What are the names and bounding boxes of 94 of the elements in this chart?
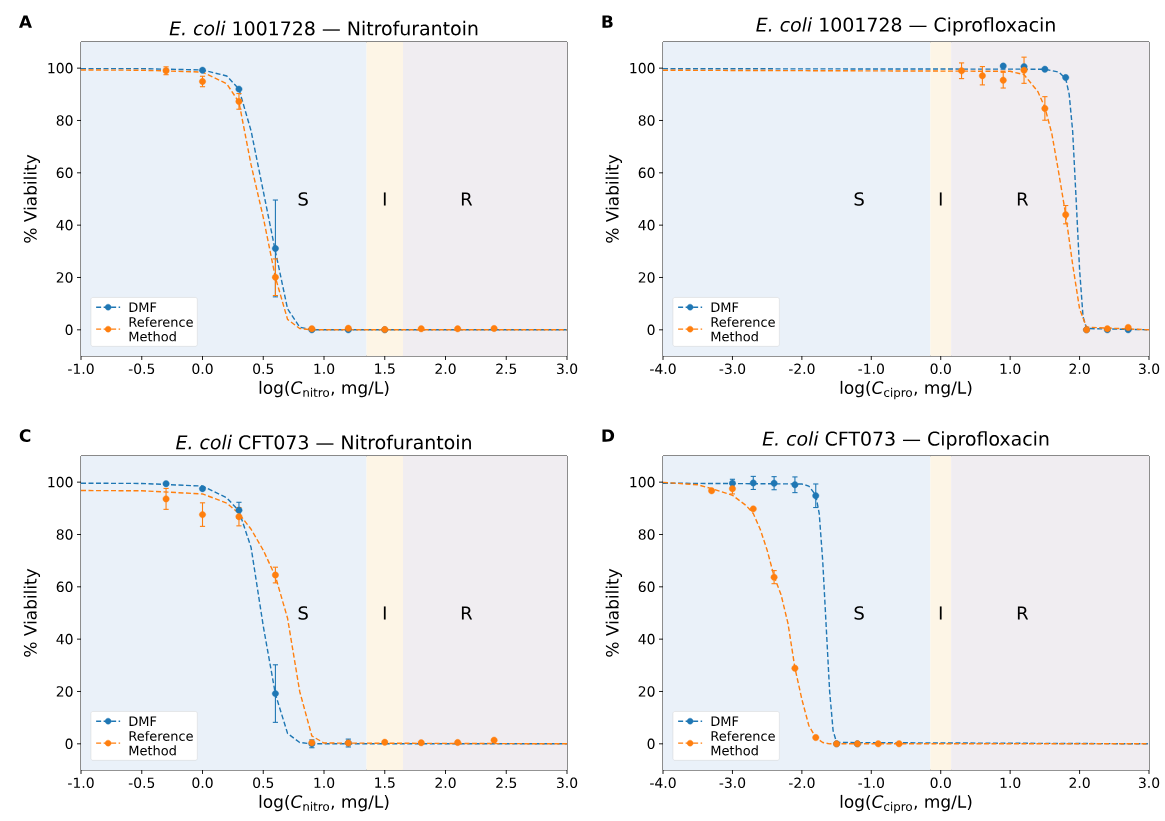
x-tick-label: -2.0 — [788, 363, 815, 375]
y-tick-label: 20 — [56, 272, 73, 283]
y-tick-label: 40 — [638, 219, 655, 231]
x-tick-label: 1.0 — [1000, 777, 1021, 789]
legend-label: Reference Method — [711, 730, 775, 756]
x-axis-title: log(C$_{nitro}$, mg/L) — [259, 380, 389, 398]
x-tick-label: -4.0 — [650, 777, 676, 789]
x-tick-label: -1.0 — [68, 777, 94, 789]
x-tick-label: 0.0 — [192, 363, 213, 375]
x-tick-label: 2.0 — [1069, 363, 1090, 375]
band-label: S — [854, 606, 864, 620]
chart-title: E. coli CFT073 — Nitrofurantoin — [176, 434, 471, 450]
y-tick-label: 20 — [638, 686, 655, 697]
x-tick-label: -1.0 — [858, 363, 884, 375]
y-tick-label: 100 — [630, 62, 655, 74]
y-tick-label: 40 — [56, 219, 73, 231]
legend-label: DMF — [129, 302, 157, 312]
x-tick-label: 0.0 — [192, 777, 213, 789]
x-tick-label: 0.5 — [253, 363, 274, 375]
legend-label: DMF — [129, 716, 157, 726]
band-label: I — [383, 192, 386, 206]
y-tick-label: 0 — [647, 738, 655, 750]
x-tick-label: -1.0 — [68, 363, 94, 375]
x-tick-label: 0.0 — [930, 363, 951, 375]
x-tick-label: 2.5 — [496, 777, 517, 789]
x-axis-title: log(C$_{nitro}$, mg/L) — [259, 794, 389, 812]
text: A — [19, 15, 32, 28]
y-tick-label: 80 — [56, 115, 73, 126]
y-tick-label: 20 — [638, 272, 655, 283]
x-tick-label: -3.0 — [719, 777, 746, 789]
x-tick-label: -0.5 — [128, 363, 155, 375]
x-tick-label: 1.0 — [314, 777, 335, 789]
band-label: I — [939, 606, 942, 620]
y-axis-title: % Viability — [605, 154, 623, 243]
x-tick-label: 1.5 — [375, 363, 395, 374]
y-tick-label: 100 — [48, 62, 73, 74]
text: D — [602, 429, 615, 442]
y-tick-label: 80 — [638, 529, 655, 540]
y-tick-label: 80 — [56, 529, 73, 540]
y-tick-label: 80 — [638, 115, 655, 126]
x-tick-label: 2.0 — [435, 363, 456, 375]
x-tick-label: 0.5 — [253, 777, 274, 789]
band-label: S — [298, 606, 308, 620]
x-axis-title: log(C$_{cipro}$, mg/L) — [840, 794, 972, 814]
y-tick-label: 20 — [56, 686, 73, 697]
y-tick-label: 40 — [56, 633, 73, 645]
y-tick-label: 100 — [48, 476, 73, 488]
y-tick-label: 60 — [638, 167, 655, 179]
legend-label: Reference Method — [129, 730, 193, 756]
text: C — [19, 429, 31, 442]
y-tick-label: 40 — [638, 633, 655, 645]
x-tick-label: -4.0 — [650, 363, 676, 375]
y-axis-title: % Viability — [605, 568, 623, 657]
chart-title: E. coli CFT073 — Ciprofloxacin — [762, 431, 1049, 450]
band-label: I — [939, 192, 942, 206]
y-tick-label: 0 — [647, 324, 655, 336]
x-tick-label: 3.0 — [556, 777, 578, 789]
x-axis-title: log(C$_{cipro}$, mg/L) — [840, 380, 972, 400]
x-tick-label: 2.0 — [435, 777, 456, 789]
y-tick-label: 100 — [630, 476, 655, 488]
x-tick-label: 1.0 — [314, 363, 335, 375]
y-tick-label: 60 — [56, 581, 73, 593]
band-label: R — [461, 192, 473, 206]
band-label: I — [383, 606, 386, 620]
y-tick-label: 60 — [56, 167, 73, 179]
band-label: S — [298, 192, 308, 206]
x-tick-label: 1.0 — [1000, 363, 1021, 375]
legend-label: Reference Method — [711, 316, 775, 342]
legend-label: DMF — [711, 302, 739, 312]
x-tick-label: 2.0 — [1069, 777, 1090, 789]
x-tick-label: -3.0 — [719, 363, 746, 375]
x-tick-label: -1.0 — [858, 777, 884, 789]
band-label: R — [1017, 606, 1029, 620]
y-tick-label: 60 — [638, 581, 655, 593]
x-tick-label: -2.0 — [788, 777, 815, 789]
x-tick-label: 2.5 — [496, 363, 517, 375]
y-axis-title: % Viability — [23, 568, 41, 657]
y-tick-label: 0 — [65, 738, 73, 750]
band-label: R — [1017, 192, 1029, 206]
y-axis-title: % Viability — [23, 154, 41, 243]
x-tick-label: 0.0 — [930, 777, 951, 789]
x-tick-label: 3.0 — [1138, 777, 1160, 789]
chart-title: E. coli 1001728 — Nitrofurantoin — [169, 20, 478, 36]
y-tick-label: 0 — [65, 324, 73, 336]
text: B — [602, 15, 613, 28]
band-label: S — [854, 192, 864, 206]
x-tick-label: 3.0 — [1138, 363, 1160, 375]
x-tick-label: -0.5 — [128, 777, 155, 789]
x-tick-label: 1.5 — [375, 777, 395, 788]
chart-title: E. coli 1001728 — Ciprofloxacin — [756, 17, 1055, 36]
legend-label: DMF — [711, 716, 739, 726]
band-label: R — [461, 606, 473, 620]
x-tick-label: 3.0 — [556, 363, 578, 375]
legend-label: Reference Method — [129, 316, 193, 342]
